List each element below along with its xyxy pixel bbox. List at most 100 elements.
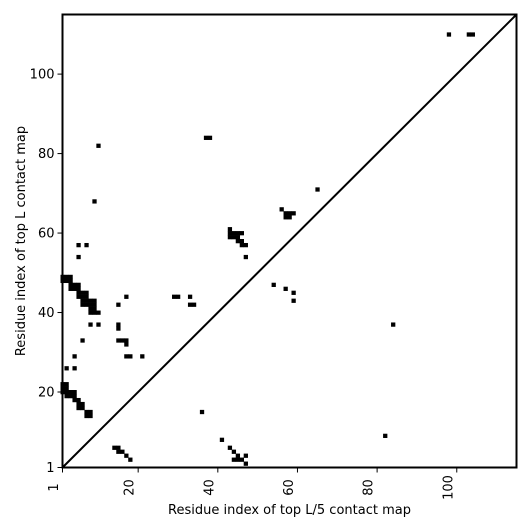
contact-cell <box>72 286 77 291</box>
y-tick-label: 1 <box>46 461 54 476</box>
x-tick-label: 60 <box>282 479 297 496</box>
contact-cell <box>470 32 475 37</box>
contact-cell <box>287 215 292 220</box>
contact-cell <box>72 393 77 399</box>
contact-cell <box>124 294 129 299</box>
contact-cell <box>235 231 241 236</box>
contact-cell <box>92 310 97 315</box>
contact-cell <box>279 207 284 212</box>
contact-cell <box>235 457 241 462</box>
contact-cell <box>315 187 320 192</box>
contact-cell <box>96 143 101 148</box>
contact-cell <box>84 409 89 415</box>
contact-cell <box>227 235 233 240</box>
contact-cell <box>84 294 89 299</box>
contact-cell <box>72 354 77 359</box>
contact-cell <box>76 290 81 295</box>
contact-cell <box>124 338 129 343</box>
contact-cell <box>227 231 233 236</box>
contact-cell <box>80 302 85 307</box>
contact-cell <box>64 274 69 280</box>
contact-cell <box>88 310 93 315</box>
y-tick-label: 80 <box>38 147 55 162</box>
contact-cell <box>203 135 209 140</box>
contact-cell <box>88 306 93 311</box>
contact-cell <box>88 302 93 307</box>
contact-cell <box>383 433 388 438</box>
contact-cell <box>124 354 129 359</box>
contact-cell <box>239 239 244 244</box>
contact-cell <box>191 302 197 307</box>
contact-cell <box>271 282 276 287</box>
contact-cell <box>72 282 77 287</box>
contact-cell <box>76 294 81 299</box>
contact-cell <box>446 32 452 37</box>
contact-cell <box>235 239 241 244</box>
contact-cell <box>72 397 77 403</box>
contact-cell <box>391 322 396 327</box>
contact-cell <box>88 413 93 419</box>
contact-cell <box>116 302 121 307</box>
contact-cell <box>124 342 129 347</box>
contact-cell <box>243 242 248 248</box>
contact-cell <box>92 298 97 303</box>
contact-cell <box>291 298 296 303</box>
contact-cell <box>96 310 101 315</box>
contact-cell <box>239 457 244 462</box>
contact-cell <box>76 405 81 411</box>
y-tick-label: 20 <box>38 386 55 401</box>
contact-cell <box>80 338 85 343</box>
contact-cell <box>231 231 237 236</box>
contact-cell <box>80 401 85 407</box>
x-tick-label: 20 <box>123 479 138 496</box>
contact-cell <box>239 231 244 236</box>
contact-cell <box>243 461 248 466</box>
contact-cell <box>116 338 121 343</box>
contact-cell <box>116 322 121 327</box>
contact-cell <box>68 274 73 280</box>
x-tick-label: 1 <box>47 483 62 491</box>
contact-cell <box>76 286 81 291</box>
contact-cell <box>68 278 73 284</box>
y-tick-label: 40 <box>38 306 55 321</box>
contact-cell <box>124 453 129 458</box>
contact-cell <box>84 290 89 295</box>
contact-cell <box>239 242 244 248</box>
contact-cell <box>80 405 85 411</box>
contact-cell <box>219 437 225 442</box>
y-axis-label: Residue index of top L contact map <box>14 126 29 356</box>
contact-cell <box>92 199 97 204</box>
contact-cell <box>120 338 125 343</box>
contact-cell <box>92 306 97 311</box>
plot-frame <box>61 13 518 469</box>
contact-cell <box>76 254 81 260</box>
contact-cell <box>235 453 241 458</box>
contact-cell <box>172 294 177 299</box>
contact-cell <box>291 290 296 295</box>
contact-cell <box>243 254 248 260</box>
y-axis-ticks: 1 20 40 60 80 100 <box>30 68 63 476</box>
contact-cell <box>88 298 93 303</box>
contact-cell <box>116 326 121 331</box>
contact-cell <box>291 211 296 216</box>
y-tick-label: 60 <box>38 227 55 242</box>
contact-cell <box>84 413 89 419</box>
x-axis-label: Residue index of top L/5 contact map <box>168 503 411 518</box>
contact-cells <box>60 32 475 466</box>
contact-cell <box>112 445 117 450</box>
contact-cell <box>64 386 69 391</box>
contact-cell <box>128 457 133 462</box>
contact-cell <box>116 449 121 454</box>
contact-cell <box>231 449 237 454</box>
contact-cell <box>64 382 69 387</box>
x-tick-label: 80 <box>362 479 377 496</box>
contact-cell <box>80 290 85 295</box>
contact-cell <box>207 135 213 140</box>
contact-cell <box>231 235 237 240</box>
contact-cell <box>287 211 292 216</box>
contact-cell <box>80 298 85 303</box>
contact-cell <box>72 390 77 395</box>
contact-cell <box>466 32 471 37</box>
contact-cell <box>72 366 77 371</box>
